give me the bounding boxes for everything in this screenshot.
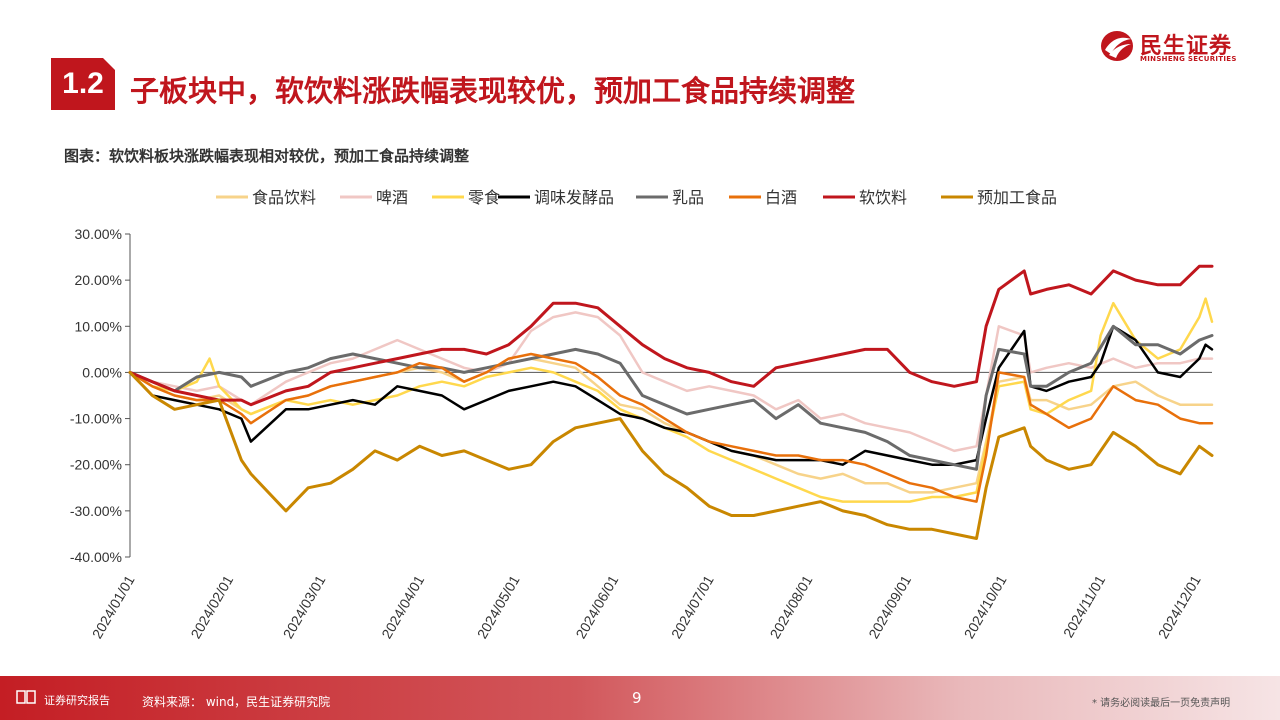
- footer-report-label: 证券研究报告: [44, 694, 110, 707]
- chart-legend: 食品饮料 啤酒 零食 调味发酵品 乳品 白酒 软饮料 预加工食品: [216, 188, 1057, 207]
- x-tick-label: 2024/10/01: [961, 572, 1010, 641]
- series-line-4: [128, 324, 1214, 471]
- book-icon: [16, 690, 36, 704]
- figure-caption: 图表：软饮料板块涨跌幅表现相对较优，预加工食品持续调整: [64, 147, 470, 165]
- x-tick-label: 2024/09/01: [865, 572, 914, 641]
- line-chart: 食品饮料 啤酒 零食 调味发酵品 乳品 白酒 软饮料 预加工食品 30.00% 20.00% 10…: [70, 188, 1214, 641]
- x-tick-label: 2024/12/01: [1155, 572, 1204, 641]
- series-line-5: [128, 352, 1214, 503]
- footer-bar: 证券研究报告 资料来源： wind，民生证券研究院 9 * 请务必阅读最后一页免…: [0, 676, 1280, 720]
- data-source: 资料来源： wind，民生证券研究院: [142, 695, 331, 709]
- chart-axes: 30.00% 20.00% 10.00% 0.00% -10.00% -20.00% -30…: [70, 226, 1212, 641]
- series-line-3: [128, 325, 1214, 466]
- series-line-6: [128, 264, 1214, 407]
- legend-label: 啤酒: [376, 188, 408, 207]
- y-tick-label: 10.00%: [75, 318, 122, 334]
- x-tick-label: 2024/11/01: [1060, 572, 1108, 640]
- y-tick-label: 0.00%: [82, 364, 122, 380]
- x-tick-label: 2024/08/01: [767, 572, 816, 641]
- legend-label: 零食: [468, 188, 500, 207]
- brand-name-cn: 民生证券: [1140, 34, 1233, 59]
- y-tick-label: -30.00%: [70, 503, 122, 519]
- section-badge-icon: [51, 58, 115, 110]
- legend-label: 乳品: [672, 188, 704, 207]
- legend-label: 食品饮料: [252, 188, 316, 207]
- legend-label: 软饮料: [859, 188, 907, 207]
- disclaimer: * 请务必阅读最后一页免责声明: [1092, 698, 1231, 709]
- legend-label: 预加工食品: [977, 188, 1057, 207]
- brand-name-en: MINSHENG SECURITIES: [1140, 55, 1237, 63]
- x-tick-label: 2024/01/01: [89, 572, 138, 641]
- y-tick-label: 20.00%: [75, 272, 122, 288]
- x-tick-label: 2024/04/01: [378, 572, 427, 641]
- series-line-1: [128, 311, 1214, 453]
- y-tick-label: -20.00%: [70, 457, 122, 473]
- chart-series: [128, 264, 1214, 540]
- legend-label: 白酒: [765, 188, 797, 207]
- x-tick-label: 2024/07/01: [668, 572, 717, 641]
- series-line-7: [128, 370, 1214, 540]
- page-number: 9: [632, 689, 642, 707]
- page-title: 子板块中，软饮料涨跌幅表现较优，预加工食品持续调整: [130, 74, 856, 108]
- x-tick-label: 2024/06/01: [572, 572, 621, 641]
- brand-logo: 民生证券 MINSHENG SECURITIES: [1100, 28, 1250, 68]
- series-line-2: [128, 297, 1214, 503]
- y-tick-label: -10.00%: [70, 411, 122, 427]
- x-tick-label: 2024/03/01: [280, 572, 329, 641]
- x-tick-label: 2024/02/01: [187, 572, 236, 641]
- x-tick-label: 2024/05/01: [474, 572, 523, 641]
- section-number: 1.2: [62, 67, 104, 100]
- y-tick-label: 30.00%: [75, 226, 122, 242]
- y-tick-label: -40.00%: [70, 549, 122, 565]
- legend-label: 调味发酵品: [534, 188, 614, 207]
- brand-logo-icon: [1101, 31, 1133, 61]
